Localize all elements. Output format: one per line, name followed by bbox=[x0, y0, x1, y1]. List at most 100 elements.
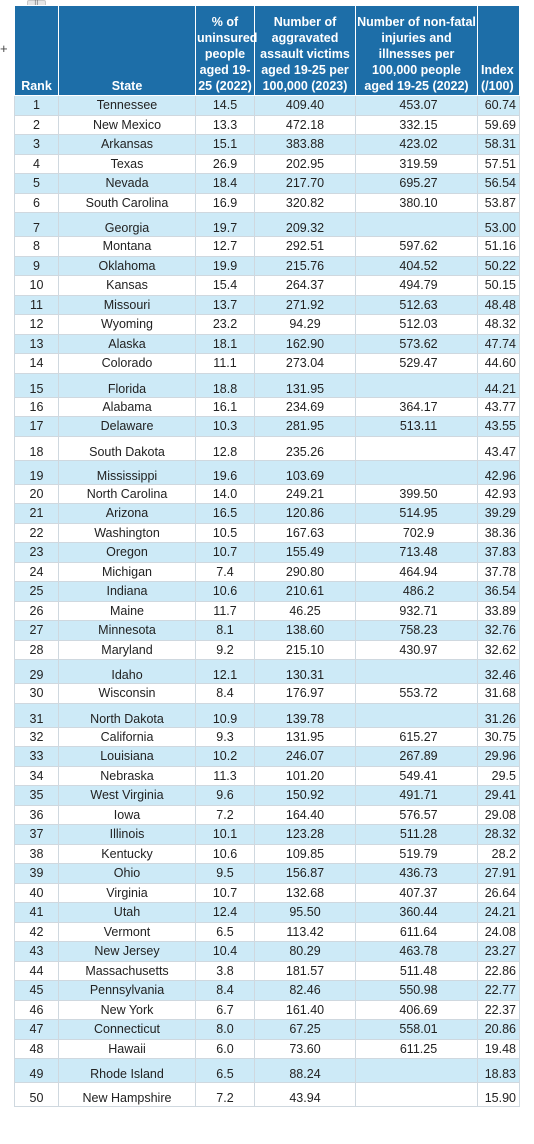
cell-uninsured[interactable]: 12.8 bbox=[195, 435, 255, 461]
cell-nonfatal-injuries[interactable] bbox=[355, 459, 478, 485]
cell-state[interactable]: Maryland bbox=[58, 639, 196, 660]
cell-uninsured[interactable]: 9.2 bbox=[195, 639, 255, 660]
cell-uninsured[interactable]: 18.8 bbox=[195, 372, 255, 398]
cell-index[interactable]: 29.08 bbox=[477, 804, 520, 825]
cell-rank[interactable]: 12 bbox=[14, 314, 59, 335]
cell-nonfatal-injuries[interactable]: 332.15 bbox=[355, 114, 478, 135]
cell-uninsured[interactable]: 7.2 bbox=[195, 1082, 255, 1107]
cell-state[interactable]: Nevada bbox=[58, 173, 196, 194]
cell-index[interactable]: 31.26 bbox=[477, 702, 520, 728]
cell-rank[interactable]: 23 bbox=[14, 542, 59, 563]
cell-index[interactable]: 24.08 bbox=[477, 921, 520, 942]
cell-rank[interactable]: 19 bbox=[14, 459, 59, 485]
cell-rank[interactable]: 2 bbox=[14, 114, 59, 135]
cell-uninsured[interactable]: 6.5 bbox=[195, 921, 255, 942]
cell-rank[interactable]: 25 bbox=[14, 581, 59, 602]
cell-assault-victims[interactable]: 249.21 bbox=[254, 483, 356, 504]
cell-nonfatal-injuries[interactable]: 430.97 bbox=[355, 639, 478, 660]
cell-index[interactable]: 31.68 bbox=[477, 683, 520, 704]
cell-index[interactable]: 42.96 bbox=[477, 459, 520, 485]
cell-uninsured[interactable]: 11.3 bbox=[195, 765, 255, 786]
cell-rank[interactable]: 11 bbox=[14, 294, 59, 315]
cell-rank[interactable]: 15 bbox=[14, 372, 59, 398]
cell-state[interactable]: North Carolina bbox=[58, 483, 196, 504]
cell-nonfatal-injuries[interactable]: 615.27 bbox=[355, 726, 478, 747]
cell-uninsured[interactable]: 26.9 bbox=[195, 153, 255, 174]
cell-state[interactable]: Georgia bbox=[58, 212, 196, 237]
cell-uninsured[interactable]: 10.1 bbox=[195, 824, 255, 845]
cell-uninsured[interactable]: 10.7 bbox=[195, 882, 255, 903]
cell-uninsured[interactable]: 10.2 bbox=[195, 746, 255, 767]
cell-state[interactable]: Wisconsin bbox=[58, 683, 196, 704]
cell-rank[interactable]: 9 bbox=[14, 255, 59, 276]
cell-state[interactable]: Louisiana bbox=[58, 746, 196, 767]
cell-assault-victims[interactable]: 181.57 bbox=[254, 960, 356, 981]
cell-index[interactable]: 60.74 bbox=[477, 95, 520, 116]
cell-state[interactable]: Pennsylvania bbox=[58, 980, 196, 1001]
cell-uninsured[interactable]: 6.0 bbox=[195, 1038, 255, 1059]
cell-uninsured[interactable]: 10.6 bbox=[195, 581, 255, 602]
cell-index[interactable]: 50.15 bbox=[477, 275, 520, 296]
cell-assault-victims[interactable]: 290.80 bbox=[254, 561, 356, 582]
cell-nonfatal-injuries[interactable]: 494.79 bbox=[355, 275, 478, 296]
cell-rank[interactable]: 7 bbox=[14, 212, 59, 237]
cell-rank[interactable]: 40 bbox=[14, 882, 59, 903]
cell-index[interactable]: 43.55 bbox=[477, 416, 520, 437]
cell-state[interactable]: South Dakota bbox=[58, 435, 196, 461]
cell-rank[interactable]: 39 bbox=[14, 863, 59, 884]
cell-rank[interactable]: 36 bbox=[14, 804, 59, 825]
cell-assault-victims[interactable]: 130.31 bbox=[254, 659, 356, 684]
cell-nonfatal-injuries[interactable]: 464.94 bbox=[355, 561, 478, 582]
cell-rank[interactable]: 33 bbox=[14, 746, 59, 767]
cell-nonfatal-injuries[interactable]: 576.57 bbox=[355, 804, 478, 825]
cell-uninsured[interactable]: 3.8 bbox=[195, 960, 255, 981]
cell-index[interactable]: 58.31 bbox=[477, 134, 520, 155]
cell-assault-victims[interactable]: 167.63 bbox=[254, 522, 356, 543]
cell-rank[interactable]: 45 bbox=[14, 980, 59, 1001]
cell-nonfatal-injuries[interactable] bbox=[355, 1058, 478, 1083]
cell-assault-victims[interactable]: 43.94 bbox=[254, 1082, 356, 1107]
cell-index[interactable]: 44.21 bbox=[477, 372, 520, 398]
header-uninsured[interactable]: % of uninsured people aged 19-25 (2022) bbox=[195, 5, 257, 96]
cell-state[interactable]: Kentucky bbox=[58, 843, 196, 864]
cell-nonfatal-injuries[interactable]: 529.47 bbox=[355, 353, 478, 374]
cell-assault-victims[interactable]: 162.90 bbox=[254, 333, 356, 354]
cell-nonfatal-injuries[interactable] bbox=[355, 372, 478, 398]
cell-assault-victims[interactable]: 46.25 bbox=[254, 600, 356, 621]
cell-state[interactable]: Alaska bbox=[58, 333, 196, 354]
cell-uninsured[interactable]: 13.3 bbox=[195, 114, 255, 135]
cell-index[interactable]: 32.62 bbox=[477, 639, 520, 660]
cell-uninsured[interactable]: 6.7 bbox=[195, 999, 255, 1020]
cell-nonfatal-injuries[interactable]: 573.62 bbox=[355, 333, 478, 354]
cell-rank[interactable]: 20 bbox=[14, 483, 59, 504]
cell-assault-victims[interactable]: 164.40 bbox=[254, 804, 356, 825]
cell-nonfatal-injuries[interactable]: 514.95 bbox=[355, 503, 478, 524]
cell-nonfatal-injuries[interactable]: 360.44 bbox=[355, 902, 478, 923]
cell-rank[interactable]: 48 bbox=[14, 1038, 59, 1059]
cell-uninsured[interactable]: 18.4 bbox=[195, 173, 255, 194]
cell-index[interactable]: 32.76 bbox=[477, 620, 520, 641]
cell-nonfatal-injuries[interactable] bbox=[355, 435, 478, 461]
cell-rank[interactable]: 21 bbox=[14, 503, 59, 524]
cell-assault-victims[interactable]: 155.49 bbox=[254, 542, 356, 563]
cell-nonfatal-injuries[interactable]: 319.59 bbox=[355, 153, 478, 174]
cell-rank[interactable]: 46 bbox=[14, 999, 59, 1020]
cell-assault-victims[interactable]: 138.60 bbox=[254, 620, 356, 641]
cell-index[interactable]: 39.29 bbox=[477, 503, 520, 524]
cell-uninsured[interactable]: 14.5 bbox=[195, 95, 255, 116]
cell-nonfatal-injuries[interactable]: 513.11 bbox=[355, 416, 478, 437]
cell-assault-victims[interactable]: 273.04 bbox=[254, 353, 356, 374]
cell-assault-victims[interactable]: 176.97 bbox=[254, 683, 356, 704]
cell-rank[interactable]: 1 bbox=[14, 95, 59, 116]
cell-uninsured[interactable]: 19.7 bbox=[195, 212, 255, 237]
add-row-icon[interactable]: + bbox=[0, 41, 8, 56]
cell-assault-victims[interactable]: 281.95 bbox=[254, 416, 356, 437]
cell-nonfatal-injuries[interactable]: 486.2 bbox=[355, 581, 478, 602]
cell-uninsured[interactable]: 8.4 bbox=[195, 683, 255, 704]
cell-rank[interactable]: 17 bbox=[14, 416, 59, 437]
cell-rank[interactable]: 35 bbox=[14, 785, 59, 806]
cell-state[interactable]: New Mexico bbox=[58, 114, 196, 135]
cell-assault-victims[interactable]: 150.92 bbox=[254, 785, 356, 806]
cell-index[interactable]: 22.37 bbox=[477, 999, 520, 1020]
cell-state[interactable]: Washington bbox=[58, 522, 196, 543]
